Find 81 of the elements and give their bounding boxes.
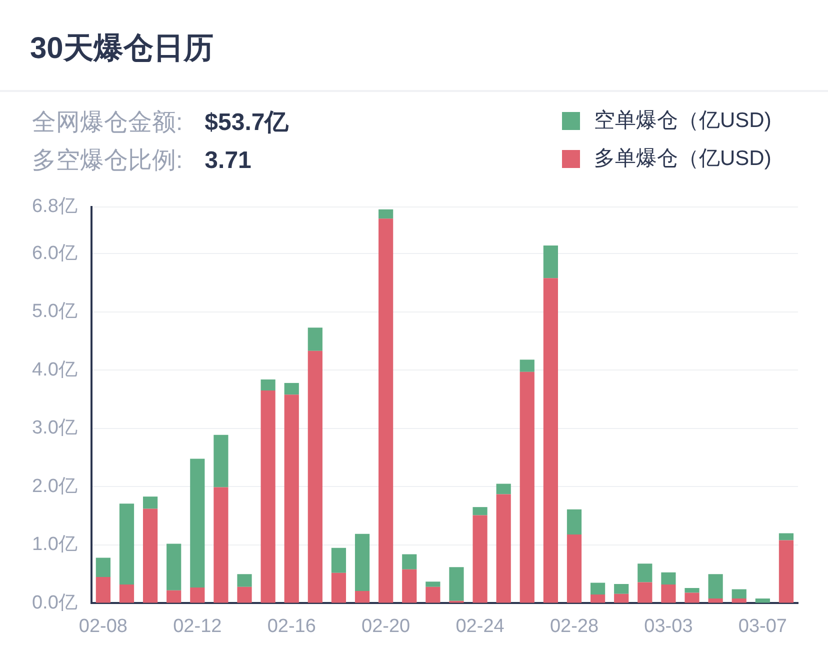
bar [166,544,182,590]
bar [119,504,134,585]
bar [708,574,723,599]
bar [684,588,700,593]
chart-title: 30天爆仓日历 [30,31,214,67]
bar [496,484,511,494]
bar [661,584,676,603]
legend-label: 多单爆仓（亿USD) [594,146,772,170]
bar [472,507,488,516]
bar [543,245,558,278]
text: $53.7亿 [204,108,289,138]
x-tick-label: 03-03 [644,616,693,637]
bar [237,586,252,603]
bar [142,508,158,603]
bar [566,509,582,534]
bar [614,584,629,594]
text: 全网爆仓金额: [32,108,183,138]
bar [732,589,746,599]
bar [260,390,276,603]
bar [119,584,134,603]
x-tick-label: 02-20 [362,616,410,637]
bar [96,576,110,603]
x-tick-label: 02-24 [456,616,505,637]
x-tick-label: 02-16 [267,616,316,637]
bar [496,494,511,603]
bar [308,350,322,603]
bar [708,598,723,603]
bar [520,372,534,603]
y-tick-label: 0.0亿 [32,592,78,614]
bar [543,278,558,603]
bar [237,574,252,587]
x-tick-label: 02-08 [78,616,128,637]
bar [426,586,440,603]
bar [755,598,770,603]
text: 3.71 [204,146,252,176]
bar [638,582,652,603]
bar [190,458,205,588]
x-tick-label: 02-12 [173,616,222,637]
bar [566,534,582,603]
y-tick-label: 3.0亿 [32,418,78,439]
bar [778,540,794,603]
bar [284,394,299,603]
y-tick-label: 2.0亿 [32,476,78,497]
bar [472,515,488,603]
bar [684,592,700,603]
bar [354,534,370,591]
bar [214,487,228,603]
y-tick-label: 6.0亿 [32,242,78,264]
bar [590,594,606,603]
y-tick-label: 5.0亿 [32,301,78,322]
bar [402,554,417,570]
bar [590,582,606,594]
bar [260,379,276,391]
legend-label: 空单爆仓（亿USD) [594,108,772,132]
bar [402,569,417,603]
bar [520,360,534,372]
y-tick-label: 6.8亿 [32,196,78,218]
bar [449,567,464,601]
bar [308,328,322,351]
bar [284,382,299,395]
bar [661,572,676,585]
text: 多空爆仓比例: [32,146,183,176]
bar [331,572,346,603]
bar [378,218,394,603]
bar [96,558,110,577]
bar [214,434,228,488]
bar [331,548,346,573]
bar [190,587,205,603]
bar [354,590,370,603]
bar [638,564,652,582]
y-tick-label: 4.0亿 [32,359,78,380]
x-tick-label: 02-28 [550,616,599,637]
bar [732,598,746,603]
x-tick-label: 03-07 [738,616,787,637]
bar [378,209,394,219]
bar [778,533,794,540]
bar [426,582,440,587]
bar [614,594,629,603]
y-tick-label: 1.0亿 [32,534,78,556]
bar [166,590,182,603]
bar [142,496,158,509]
